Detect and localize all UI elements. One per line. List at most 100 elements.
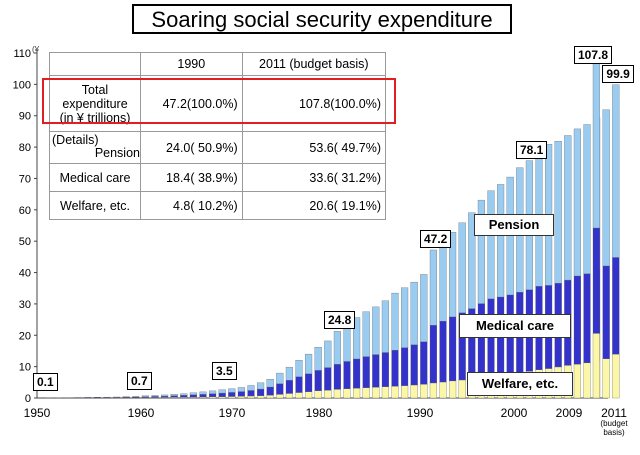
bar-segment — [458, 222, 466, 313]
bar-segment — [276, 383, 284, 395]
x-tick-label: 2000 — [501, 406, 528, 420]
bar-segment — [237, 391, 245, 397]
bar-segment — [180, 393, 188, 396]
bar-segment — [391, 386, 399, 399]
total-label-line1: Total — [81, 82, 109, 97]
bar-segment — [372, 354, 380, 388]
y-unit-mark: (¥ — [32, 45, 40, 54]
bar-segment — [573, 128, 581, 277]
bar-segment — [477, 199, 485, 304]
medical-2011: 33.6( 31.2%) — [241, 163, 387, 192]
bar-segment — [391, 350, 399, 387]
bar-segment — [257, 395, 265, 399]
x-tick-label: 1970 — [219, 406, 246, 420]
bar-segment — [324, 340, 332, 368]
bar-segment — [228, 388, 236, 393]
table-row-medical: Medical care 18.4( 38.9%) 33.6( 31.2%) — [49, 163, 387, 192]
table-row-welfare: Welfare, etc. 4.8( 10.2%) 20.6( 19.1%) — [49, 191, 387, 220]
bar-segment — [305, 353, 313, 375]
bar-segment — [381, 386, 389, 399]
bar-segment — [189, 394, 197, 398]
bar-segment — [343, 388, 351, 399]
bar-segment — [353, 317, 361, 360]
y-tick-label: 20 — [19, 330, 31, 342]
welfare-label: Welfare, etc. — [49, 191, 141, 220]
bar-segment — [583, 124, 591, 274]
bar-segment — [209, 393, 217, 397]
y-tick-label: 60 — [19, 205, 31, 217]
bar-segment — [343, 323, 351, 362]
bar-segment — [305, 373, 313, 392]
bar-segment — [592, 59, 600, 229]
x-tick-label: 2011 — [601, 406, 627, 420]
bar-segment — [257, 382, 265, 390]
bar-segment — [573, 363, 581, 399]
bar-segment — [218, 396, 226, 399]
bar-segment — [199, 391, 207, 395]
x-tick-label: 1990 — [407, 406, 434, 420]
x-tick-note-line1: (budget — [600, 419, 628, 428]
y-tick-label: 30 — [19, 299, 31, 311]
bar-segment — [333, 331, 341, 365]
bar-segment — [247, 395, 255, 399]
value-callout: 78.1 — [516, 140, 548, 159]
total-label-line3: (in ¥ trillions) — [59, 110, 131, 125]
bar-segment — [314, 370, 322, 391]
bar-segment — [429, 325, 437, 384]
bar-segment — [592, 227, 600, 334]
bar-segment — [324, 390, 332, 399]
bar-segment — [602, 109, 610, 267]
details-tag: (Details) — [52, 133, 99, 147]
bar-segment — [372, 387, 380, 399]
bar-segment — [276, 394, 284, 399]
bar-segment — [401, 385, 409, 399]
bar-segment — [429, 249, 437, 326]
bar-segment — [343, 361, 351, 389]
bar-segment — [401, 287, 409, 348]
table-header-row: 1990 2011 (budget basis) — [49, 52, 387, 76]
bar-segment — [199, 394, 207, 398]
bar-segment — [295, 392, 303, 399]
bar-segment — [247, 385, 255, 391]
bar-segment — [189, 392, 197, 396]
bar-segment — [161, 394, 169, 397]
bar-segment — [410, 281, 418, 345]
bar-segment — [487, 190, 495, 300]
bar-segment — [276, 372, 284, 384]
y-tick-label: 90 — [19, 111, 31, 123]
bar-segment — [410, 384, 418, 399]
bar-segment — [372, 306, 380, 355]
bar-segment — [554, 140, 562, 284]
bar-segment — [602, 265, 610, 359]
bar-segment — [612, 353, 620, 399]
medical-series-label: Medical care — [459, 314, 571, 338]
pension-series-label: Pension — [474, 214, 554, 236]
bar-segment — [228, 392, 236, 397]
bar-segment — [362, 356, 370, 388]
bar-segment — [237, 396, 245, 399]
bar-segment — [314, 390, 322, 399]
bar-segment — [420, 384, 428, 399]
bar-segment — [285, 393, 293, 399]
bar-segment — [497, 184, 505, 298]
bar-segment — [362, 387, 370, 399]
bar-segment — [506, 176, 514, 296]
y-tick-label: 110 — [13, 48, 31, 60]
welfare-series-label: Welfare, etc. — [467, 372, 573, 396]
table-row-total: Total expenditure (in ¥ trillions) 47.2(… — [49, 75, 387, 132]
value-callout: 99.9 — [602, 64, 634, 83]
total-1990: 47.2(100.0%) — [140, 75, 243, 132]
bar-segment — [439, 381, 447, 399]
bar-segment — [266, 386, 274, 396]
x-tick-label: 2009 — [556, 406, 583, 420]
bar-segment — [305, 391, 313, 399]
bar-segment — [209, 396, 217, 399]
bar-segment — [285, 366, 293, 381]
welfare-1990: 4.8( 10.2%) — [140, 191, 243, 220]
bar-segment — [401, 347, 409, 386]
bar-segment — [592, 333, 600, 399]
bar-segment — [564, 135, 572, 281]
bar-segment — [295, 360, 303, 377]
pension-2011: 53.6( 49.7%) — [241, 131, 387, 164]
bar-segment — [381, 352, 389, 387]
